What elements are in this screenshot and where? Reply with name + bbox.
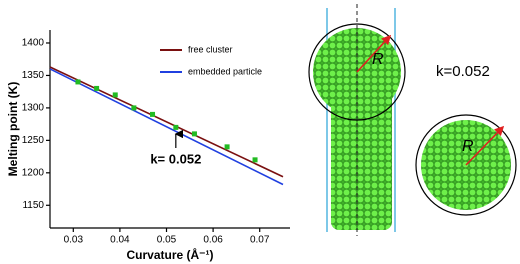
y-tick-label: 1400 (22, 38, 45, 49)
series-line (49, 66, 284, 178)
x-tick-label: 0.04 (110, 235, 130, 246)
x-tick-label: 0.03 (64, 235, 84, 246)
radius-label: R (372, 51, 384, 68)
data-point (112, 92, 118, 98)
data-point (75, 79, 81, 85)
x-axis-label: Curvature (Å⁻¹) (126, 247, 213, 262)
data-point (224, 144, 230, 150)
sphere-outline (415, 114, 517, 216)
radius-arrow (465, 125, 505, 166)
plot: 1150 1200 1250 1300 1350 1400 0.03 0.04 0.05 0.06… (6, 30, 290, 262)
k-label: k=0.052 (436, 63, 490, 80)
y-tick-label: 1200 (22, 167, 45, 178)
y-tick-label: 1350 (22, 70, 45, 81)
illustration: R k=0.052 R (308, 4, 517, 236)
legend-label: embedded particle (188, 66, 262, 76)
data-point (131, 105, 137, 111)
x-tick-label: 0.06 (203, 235, 223, 246)
data-point (173, 124, 179, 130)
data-point (191, 131, 197, 137)
data-point (94, 85, 100, 91)
data-point (150, 111, 156, 117)
legend-label: free cluster (188, 44, 233, 54)
y-tick-label: 1150 (22, 200, 44, 211)
x-tick-label: 0.05 (157, 235, 177, 246)
y-tick-label: 1250 (22, 135, 45, 146)
radius-arrow (356, 34, 392, 73)
annotation-label: k= 0.052 (150, 151, 201, 166)
y-tick-label: 1300 (22, 103, 45, 114)
data-point (252, 157, 258, 163)
y-axis-label: Melting point (K) (6, 82, 20, 177)
radius-label: R (462, 138, 474, 155)
x-tick-label: 0.07 (250, 235, 270, 246)
series-line (49, 68, 284, 186)
